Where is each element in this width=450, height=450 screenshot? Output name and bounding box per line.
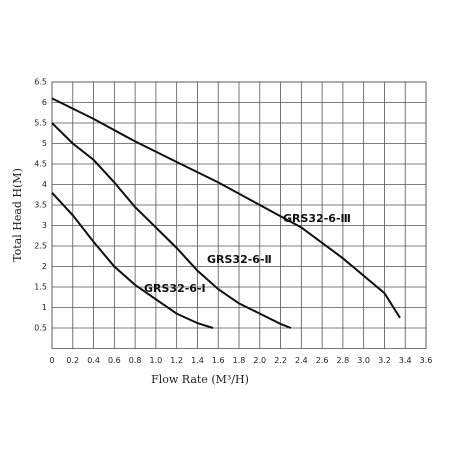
y-tick-label: 4.5 — [34, 160, 47, 169]
x-tick-label: 0.8 — [129, 356, 142, 365]
curve — [51, 97, 401, 319]
x-tick-label: 3.0 — [357, 356, 370, 365]
x-tick-label: 1.0 — [150, 356, 163, 365]
curve-label: GRS32-6-Ⅱ — [207, 253, 272, 266]
x-tick-label: 1.4 — [191, 356, 204, 365]
x-tick-label: 2.2 — [274, 356, 287, 365]
x-tick-label: 2.8 — [337, 356, 350, 365]
x-tick-label: 2.4 — [295, 356, 308, 365]
y-tick-label: 5.5 — [34, 119, 47, 128]
x-axis-title: Flow Rate (M³/H) — [151, 373, 249, 386]
y-tick-label: 3.5 — [34, 201, 47, 210]
x-tick-label: 2.0 — [253, 356, 266, 365]
curve — [51, 192, 214, 329]
curve — [51, 122, 292, 329]
x-tick-label: 0.6 — [108, 356, 121, 365]
y-tick-label: 3 — [42, 221, 47, 230]
y-tick-label: 6 — [42, 98, 47, 107]
x-tick-label: 0.4 — [87, 356, 100, 365]
x-tick-label: 1.2 — [170, 356, 183, 365]
y-tick-label: 0.5 — [34, 324, 47, 333]
x-tick-label: 1.6 — [212, 356, 225, 365]
x-tick-label: 0 — [49, 356, 54, 365]
x-tick-label: 0.2 — [66, 356, 79, 365]
curve-label: GRS32-6-Ⅰ — [144, 282, 206, 295]
y-tick-label: 6.5 — [34, 78, 47, 87]
y-tick-label: 1 — [42, 303, 47, 312]
y-tick-label: 4 — [42, 180, 47, 189]
y-tick-label: 2 — [42, 262, 47, 271]
x-tick-label: 1.8 — [233, 356, 246, 365]
x-tick-label: 3.2 — [378, 356, 391, 365]
x-tick-label: 3.4 — [399, 356, 412, 365]
y-tick-label: 5 — [42, 139, 47, 148]
x-tick-label: 3.6 — [420, 356, 433, 365]
y-tick-label: 2.5 — [34, 242, 47, 251]
x-tick-label: 2.6 — [316, 356, 329, 365]
y-tick-label: 1.5 — [34, 283, 47, 292]
curve-label: GRS32-6-Ⅲ — [283, 212, 351, 225]
y-axis-title: Total Head H(M) — [11, 168, 24, 262]
